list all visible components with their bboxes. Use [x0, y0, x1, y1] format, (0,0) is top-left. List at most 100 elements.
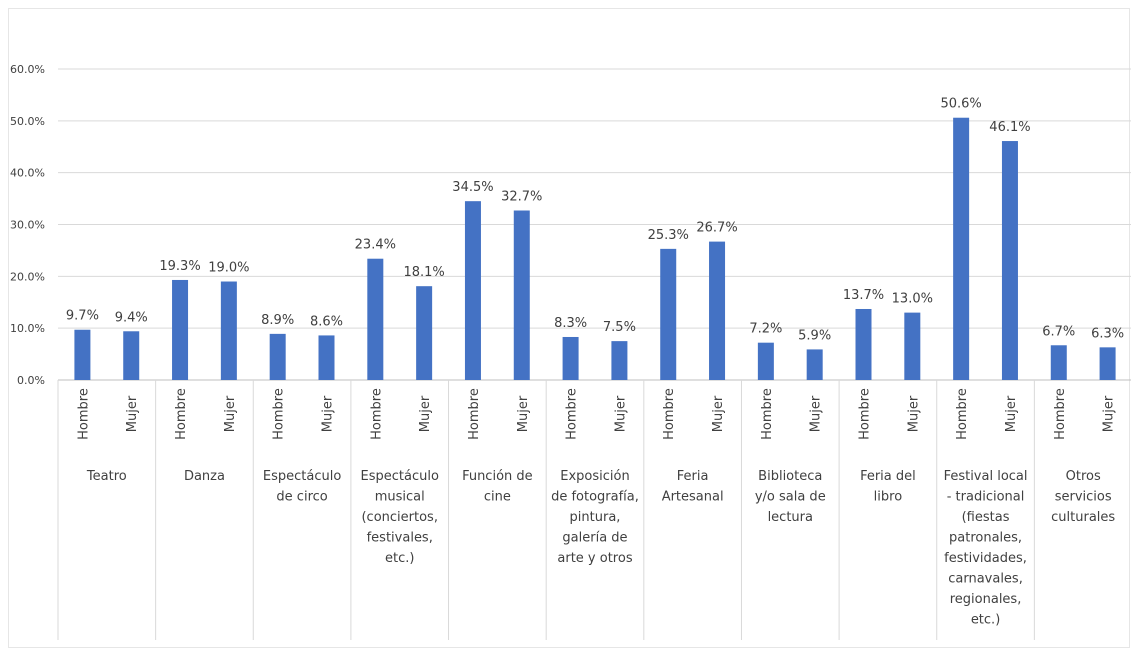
data-label: 8.9%: [261, 313, 294, 328]
category-label: Biblioteca: [758, 469, 822, 484]
x-sub-label: Mujer: [809, 395, 824, 432]
category-label: Artesanal: [662, 490, 724, 505]
bar: [904, 312, 921, 380]
y-tick-label: 30.0%: [10, 219, 45, 232]
data-label: 13.7%: [843, 288, 884, 303]
data-label: 6.7%: [1042, 324, 1075, 339]
category-label: Espectáculo: [361, 469, 439, 484]
data-label: 25.3%: [648, 228, 689, 243]
x-sub-label: Hombre: [760, 388, 775, 440]
data-label: 9.7%: [66, 309, 99, 324]
category-label: regionales,: [950, 592, 1022, 607]
category-label: arte y otros: [557, 551, 632, 566]
data-label: 32.7%: [501, 190, 542, 205]
category-label: y/o sala de: [755, 490, 826, 505]
data-label: 46.1%: [989, 120, 1030, 135]
bar: [806, 349, 823, 380]
x-sub-label: Hombre: [955, 388, 970, 440]
category-label: Función de: [462, 469, 533, 484]
x-sub-label: Mujer: [418, 395, 433, 432]
bar: [1001, 141, 1018, 380]
bar: [562, 336, 579, 380]
data-label: 9.4%: [115, 310, 148, 325]
x-sub-label: Mujer: [1004, 395, 1019, 432]
y-tick-label: 20.0%: [10, 270, 45, 283]
category-label: etc.): [971, 613, 1000, 628]
x-sub-label: Hombre: [174, 388, 189, 440]
category-label: - tradicional: [947, 490, 1025, 505]
x-sub-label: Hombre: [369, 388, 384, 440]
x-sub-label: Mujer: [711, 395, 726, 432]
data-label: 13.0%: [892, 292, 933, 307]
bar: [1050, 345, 1067, 380]
x-sub-label: Mujer: [906, 395, 921, 432]
bar: [660, 248, 677, 380]
data-label: 19.3%: [159, 259, 200, 274]
category-label: Danza: [184, 469, 225, 484]
category-label: (conciertos,: [361, 510, 437, 525]
category-label: lectura: [768, 510, 813, 525]
bar: [74, 329, 91, 380]
bar: [1099, 347, 1116, 380]
bar: [611, 341, 628, 380]
category-label: libro: [874, 490, 903, 505]
y-tick-label: 10.0%: [10, 322, 45, 335]
bar: [953, 117, 970, 381]
category-label: musical: [375, 490, 425, 505]
category-label: Feria: [677, 469, 709, 484]
bar: [416, 286, 433, 380]
x-sub-label: Hombre: [565, 388, 580, 440]
category-label: Otros: [1066, 469, 1101, 484]
bar: [513, 210, 530, 380]
data-label: 8.6%: [310, 314, 343, 329]
data-label: 19.0%: [208, 261, 249, 276]
y-tick-label: 0.0%: [17, 374, 45, 387]
bar: [464, 201, 481, 380]
data-label: 23.4%: [355, 238, 396, 253]
category-label: de circo: [276, 490, 327, 505]
data-label: 8.3%: [554, 316, 587, 331]
x-sub-label: Hombre: [662, 388, 677, 440]
x-sub-label: Mujer: [125, 395, 140, 432]
x-sub-label: Hombre: [272, 388, 287, 440]
data-label: 34.5%: [452, 180, 493, 195]
x-sub-label: Mujer: [516, 395, 531, 432]
bar: [123, 331, 140, 380]
data-label: 26.7%: [696, 221, 737, 236]
y-tick-label: 50.0%: [10, 115, 45, 128]
bar: [220, 281, 237, 380]
bar: [757, 342, 774, 380]
category-label: galería de: [562, 531, 627, 546]
category-label: carnavales,: [948, 572, 1023, 587]
category-label: Feria del: [860, 469, 916, 484]
y-tick-label: 40.0%: [10, 167, 45, 180]
category-label: (fiestas: [962, 510, 1010, 525]
bar: [172, 279, 189, 380]
x-sub-label: Mujer: [223, 395, 238, 432]
x-sub-label: Hombre: [467, 388, 482, 440]
x-sub-label: Mujer: [1102, 395, 1117, 432]
bar: [855, 308, 872, 380]
category-label: Festival local: [944, 469, 1028, 484]
category-label: Espectáculo: [263, 469, 341, 484]
data-label: 18.1%: [403, 265, 444, 280]
category-label: patronales,: [949, 531, 1022, 546]
bar: [367, 258, 384, 380]
bar: [318, 335, 335, 380]
category-label: festividades,: [944, 551, 1027, 566]
category-label: cine: [484, 490, 511, 505]
x-sub-label: Hombre: [1053, 388, 1068, 440]
data-label: 7.2%: [749, 322, 782, 337]
data-label: 5.9%: [798, 328, 831, 343]
category-label: de fotografía,: [551, 490, 639, 505]
category-label: festivales,: [367, 531, 433, 546]
category-label: Teatro: [86, 469, 127, 484]
category-label: culturales: [1051, 510, 1115, 525]
data-label: 50.6%: [940, 97, 981, 112]
x-sub-label: Mujer: [613, 395, 628, 432]
category-label: servicios: [1055, 490, 1112, 505]
x-sub-label: Hombre: [76, 388, 91, 440]
category-label: Exposición: [560, 469, 629, 484]
x-sub-label: Mujer: [321, 395, 336, 432]
